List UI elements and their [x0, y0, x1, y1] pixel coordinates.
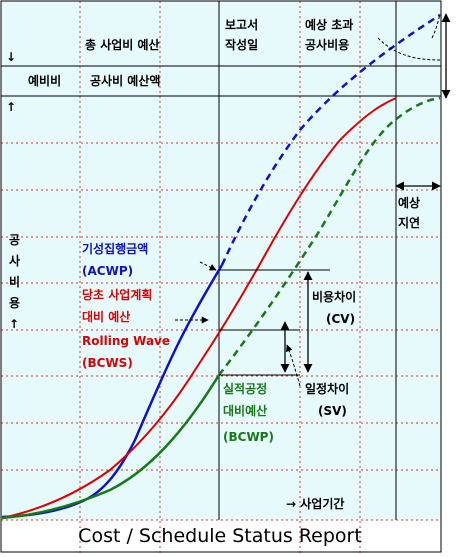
- schedule-variance-label-line1: 일정차이: [305, 382, 350, 396]
- down-arrow-marker: ↓: [6, 50, 17, 64]
- schedule-variance-label-line2: (SV): [318, 404, 347, 418]
- acwp-forecast-curve: [220, 13, 441, 266]
- construction-budget-label: 공사비 예산액: [90, 74, 161, 88]
- bcws-label-line1: 당초 사업계획: [82, 288, 153, 302]
- report-date-label-line2: 작성일: [225, 38, 259, 52]
- total-budget-label: 총 사업비 예산: [85, 38, 160, 52]
- acwp-label-line2: (ACWP): [82, 264, 134, 278]
- y-axis-label-char-3: 비: [9, 275, 21, 289]
- bcws-label-line3: Rolling Wave: [82, 334, 171, 348]
- y-axis-label-char-5: ↑: [9, 317, 20, 331]
- y-axis-label-char-1: 공: [9, 233, 21, 247]
- footer-title: Cost / Schedule Status Report: [78, 525, 362, 547]
- y-axis-label-char-4: 용: [9, 296, 21, 310]
- report-date-label-line1: 보고서: [225, 18, 259, 32]
- footer-panel: [1, 520, 441, 552]
- grid-lines: [1, 1, 442, 555]
- acwp-curve: [1, 264, 224, 519]
- expected-delay-label-line2: 지연: [398, 216, 421, 230]
- bcws-label-line4: (BCWS): [82, 356, 133, 370]
- y-axis-label-char-2: 사: [9, 254, 21, 268]
- bcws-curve: [1, 97, 397, 519]
- up-arrow-marker: ↑: [6, 100, 17, 114]
- bcwp-label-line1: 실적공정: [223, 382, 268, 396]
- expected-delay-label-line1: 예상: [398, 196, 421, 210]
- cost-variance-label-line1: 비용차이: [312, 290, 357, 304]
- guide-lines: [175, 13, 441, 387]
- bcwp-curve: [1, 374, 221, 520]
- bcwp-forecast-curve: [218, 96, 441, 376]
- bcwp-label-line2: 대비예산: [223, 404, 268, 418]
- frame-lines: [0, 0, 442, 553]
- project-period-label: → 사업기간: [286, 497, 345, 511]
- variance-arrows: [280, 13, 451, 373]
- cost-variance-label-line2: (CV): [326, 312, 356, 326]
- acwp-label-line1: 기성집행금액: [82, 242, 149, 256]
- overrun-label-line2: 공사비용: [305, 38, 350, 52]
- chart-background: [1, 1, 441, 520]
- bcwp-label-line3: (BCWP): [223, 430, 274, 444]
- bcws-label-line2: 대비 예산: [82, 310, 131, 324]
- overrun-label-line1: 예상 초과: [305, 18, 354, 32]
- contingency-label: 예비비: [28, 74, 62, 88]
